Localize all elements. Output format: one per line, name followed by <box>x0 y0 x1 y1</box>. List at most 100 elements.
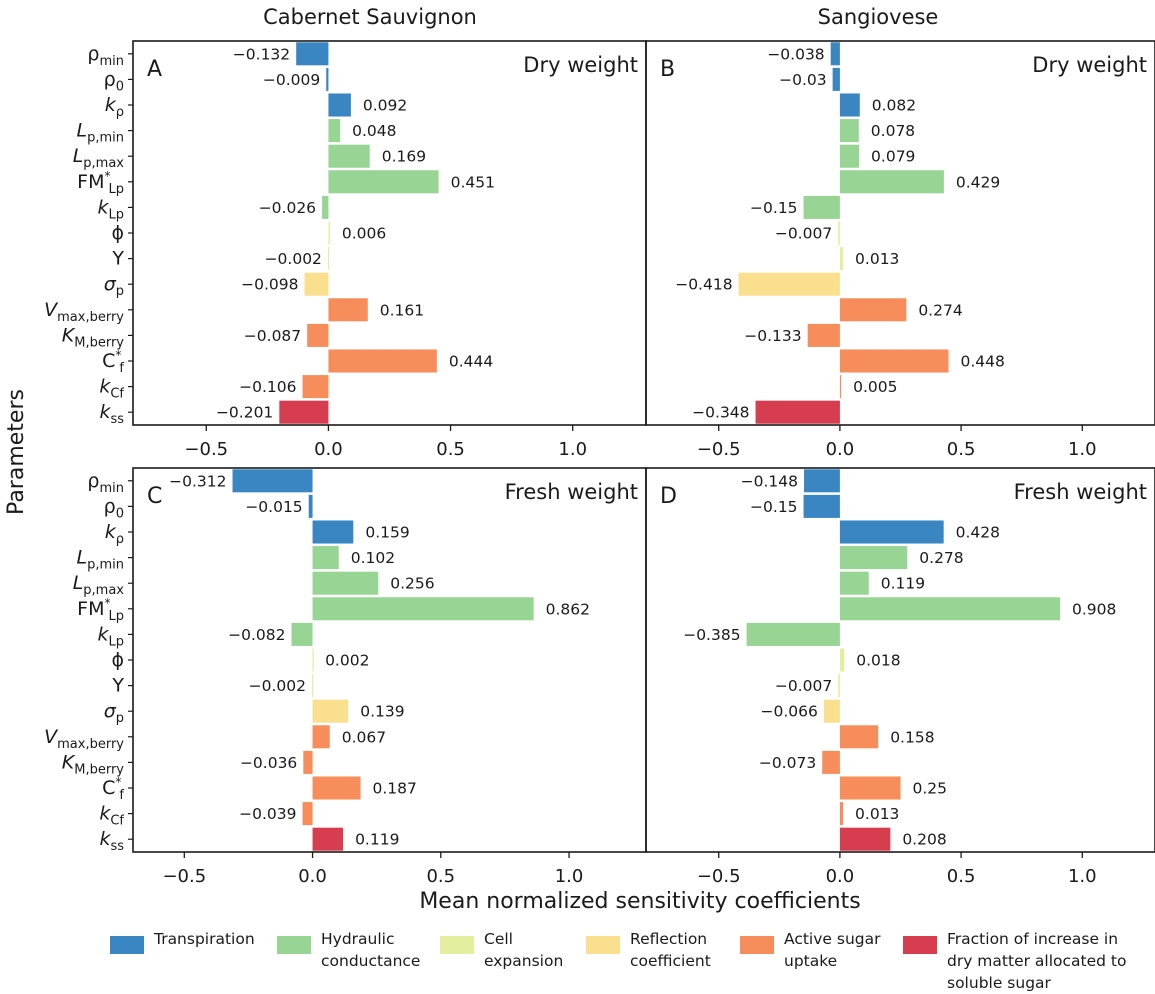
value-label-a-3: 0.048 <box>352 122 396 140</box>
value-label-d-5: 0.908 <box>1072 600 1116 618</box>
value-label-c-3: 0.102 <box>351 549 395 567</box>
bar-d-14 <box>839 827 891 851</box>
panel-letter-b: B <box>660 57 675 82</box>
value-label-d-4: 0.119 <box>881 575 925 593</box>
x-tick-label-c-0: −0.5 <box>162 866 206 887</box>
bar-a-0 <box>296 42 329 66</box>
category-label-min: ρmin <box>87 43 124 69</box>
category-label-klp: kLp <box>97 623 124 649</box>
bar-c-10 <box>312 725 330 749</box>
value-label-a-14: −0.201 <box>216 404 273 422</box>
bar-a-9 <box>304 272 329 296</box>
legend-item-hydraulic-conductance: Hydraulic conductance <box>277 928 420 972</box>
bar-b-1 <box>832 67 840 91</box>
category-label-km-berry: KM,berry <box>62 324 125 350</box>
category-label-y: Y <box>111 675 124 697</box>
category-label-vmax-berry: Vmax,berry <box>44 726 124 752</box>
value-label-a-8: −0.002 <box>265 250 322 268</box>
value-label-b-8: 0.013 <box>855 250 899 268</box>
value-label-d-7: 0.018 <box>856 652 900 670</box>
bar-b-6 <box>803 195 840 219</box>
bar-b-12 <box>839 349 949 373</box>
value-label-a-4: 0.169 <box>382 148 426 166</box>
panel-c: −0.312 −0.015 0.159 0.102 0.256 0.862 −0.082 0.… <box>44 467 647 887</box>
category-label-min: ρmin <box>87 470 124 496</box>
category-label-km-berry: KM,berry <box>62 751 125 777</box>
value-label-c-14: 0.119 <box>355 831 399 849</box>
bar-a-7 <box>328 221 330 245</box>
x-tick-label-a-0: −0.5 <box>184 439 228 460</box>
panel-frame-d <box>645 467 1155 853</box>
category-label-k: kρ <box>105 94 124 120</box>
bar-a-2 <box>328 93 351 117</box>
bar-d-12 <box>839 776 901 800</box>
value-label-b-10: 0.274 <box>918 301 962 319</box>
x-axis-title: Mean normalized sensitivity coefficients <box>419 889 860 914</box>
bar-d-2 <box>839 520 944 544</box>
bar-b-7 <box>838 221 840 245</box>
bar-c-14 <box>312 827 344 851</box>
x-tick-label-d-1: 0.0 <box>826 866 855 887</box>
sensitivity-figure: Cabernet Sauvignon Sangiovese Parameters… <box>4 5 1155 914</box>
bar-a-12 <box>328 349 437 373</box>
bar-d-13 <box>839 802 844 826</box>
x-tick-label-a-2: 0.5 <box>436 439 465 460</box>
bar-c-2 <box>312 520 354 544</box>
bar-a-4 <box>328 144 370 168</box>
value-label-c-9: 0.139 <box>360 703 404 721</box>
value-label-a-11: −0.087 <box>244 327 301 345</box>
x-tick-label-d-0: −0.5 <box>697 866 741 887</box>
panels: −0.132 −0.009 0.092 0.048 0.169 0.451 −0.026 0.… <box>44 40 1155 887</box>
bar-d-9 <box>823 699 840 723</box>
y-axis-title: Parameters <box>4 389 29 515</box>
value-label-d-11: −0.073 <box>759 754 816 772</box>
x-tick-label-c-1: 0.0 <box>298 866 327 887</box>
value-label-c-5: 0.862 <box>546 600 590 618</box>
bar-b-11 <box>807 323 840 347</box>
category-label-x: ϕ <box>111 222 124 244</box>
panel-d: −0.148 −0.15 0.428 0.278 0.119 0.908 −0.385 0.0… <box>645 467 1155 887</box>
bar-d-11 <box>822 750 840 774</box>
value-label-c-4: 0.256 <box>390 575 434 593</box>
value-label-b-3: 0.078 <box>871 122 915 140</box>
panel-title-a: Dry weight <box>523 53 638 77</box>
value-label-b-9: −0.418 <box>675 276 732 294</box>
bar-d-6 <box>746 622 840 646</box>
bar-a-6 <box>322 195 329 219</box>
category-label-kss: kss <box>99 828 124 854</box>
bar-b-8 <box>839 247 844 271</box>
x-tick-label-a-3: 1.0 <box>558 439 587 460</box>
value-label-a-7: 0.006 <box>342 225 386 243</box>
value-label-d-10: 0.158 <box>890 728 934 746</box>
legend-item-transpiration: Transpiration <box>110 928 255 954</box>
value-label-c-8: −0.002 <box>249 677 306 695</box>
legend-label-transpiration: Transpiration <box>154 930 255 948</box>
value-label-d-13: 0.013 <box>855 805 899 823</box>
value-label-d-12: 0.25 <box>913 780 948 798</box>
category-label-p: σp <box>104 700 124 726</box>
x-tick-label-d-2: 0.5 <box>947 866 976 887</box>
category-label-c-f: C* f <box>102 348 124 376</box>
legend-label-active-sugar-uptake: Active sugar uptake <box>784 930 881 970</box>
legend-swatch-hydraulic-conductance <box>277 936 311 954</box>
legend-label-soluble-sugar-fraction: Fraction of increase in dry matter alloc… <box>947 930 1127 992</box>
value-label-a-5: 0.451 <box>451 173 495 191</box>
category-label-kcf: kCf <box>99 376 124 402</box>
bar-b-14 <box>755 400 840 424</box>
bar-c-6 <box>291 622 313 646</box>
bar-d-5 <box>839 597 1060 621</box>
value-label-c-13: −0.039 <box>239 805 296 823</box>
category-label-kss: kss <box>99 401 124 427</box>
column-title-right: Sangiovese <box>818 5 939 29</box>
panel-letter-a: A <box>147 57 162 82</box>
value-label-d-14: 0.208 <box>902 831 946 849</box>
x-tick-label-a-1: 0.0 <box>314 439 343 460</box>
legend-swatch-cell-expansion <box>440 936 474 954</box>
value-label-c-11: −0.036 <box>240 754 297 772</box>
panel-letter-d: D <box>660 484 677 509</box>
bar-a-10 <box>328 298 368 322</box>
value-label-b-14: −0.348 <box>692 404 749 422</box>
bar-b-3 <box>839 119 859 143</box>
value-label-b-12: 0.448 <box>960 353 1004 371</box>
category-label-fm-lp: FM* Lp <box>77 596 124 624</box>
